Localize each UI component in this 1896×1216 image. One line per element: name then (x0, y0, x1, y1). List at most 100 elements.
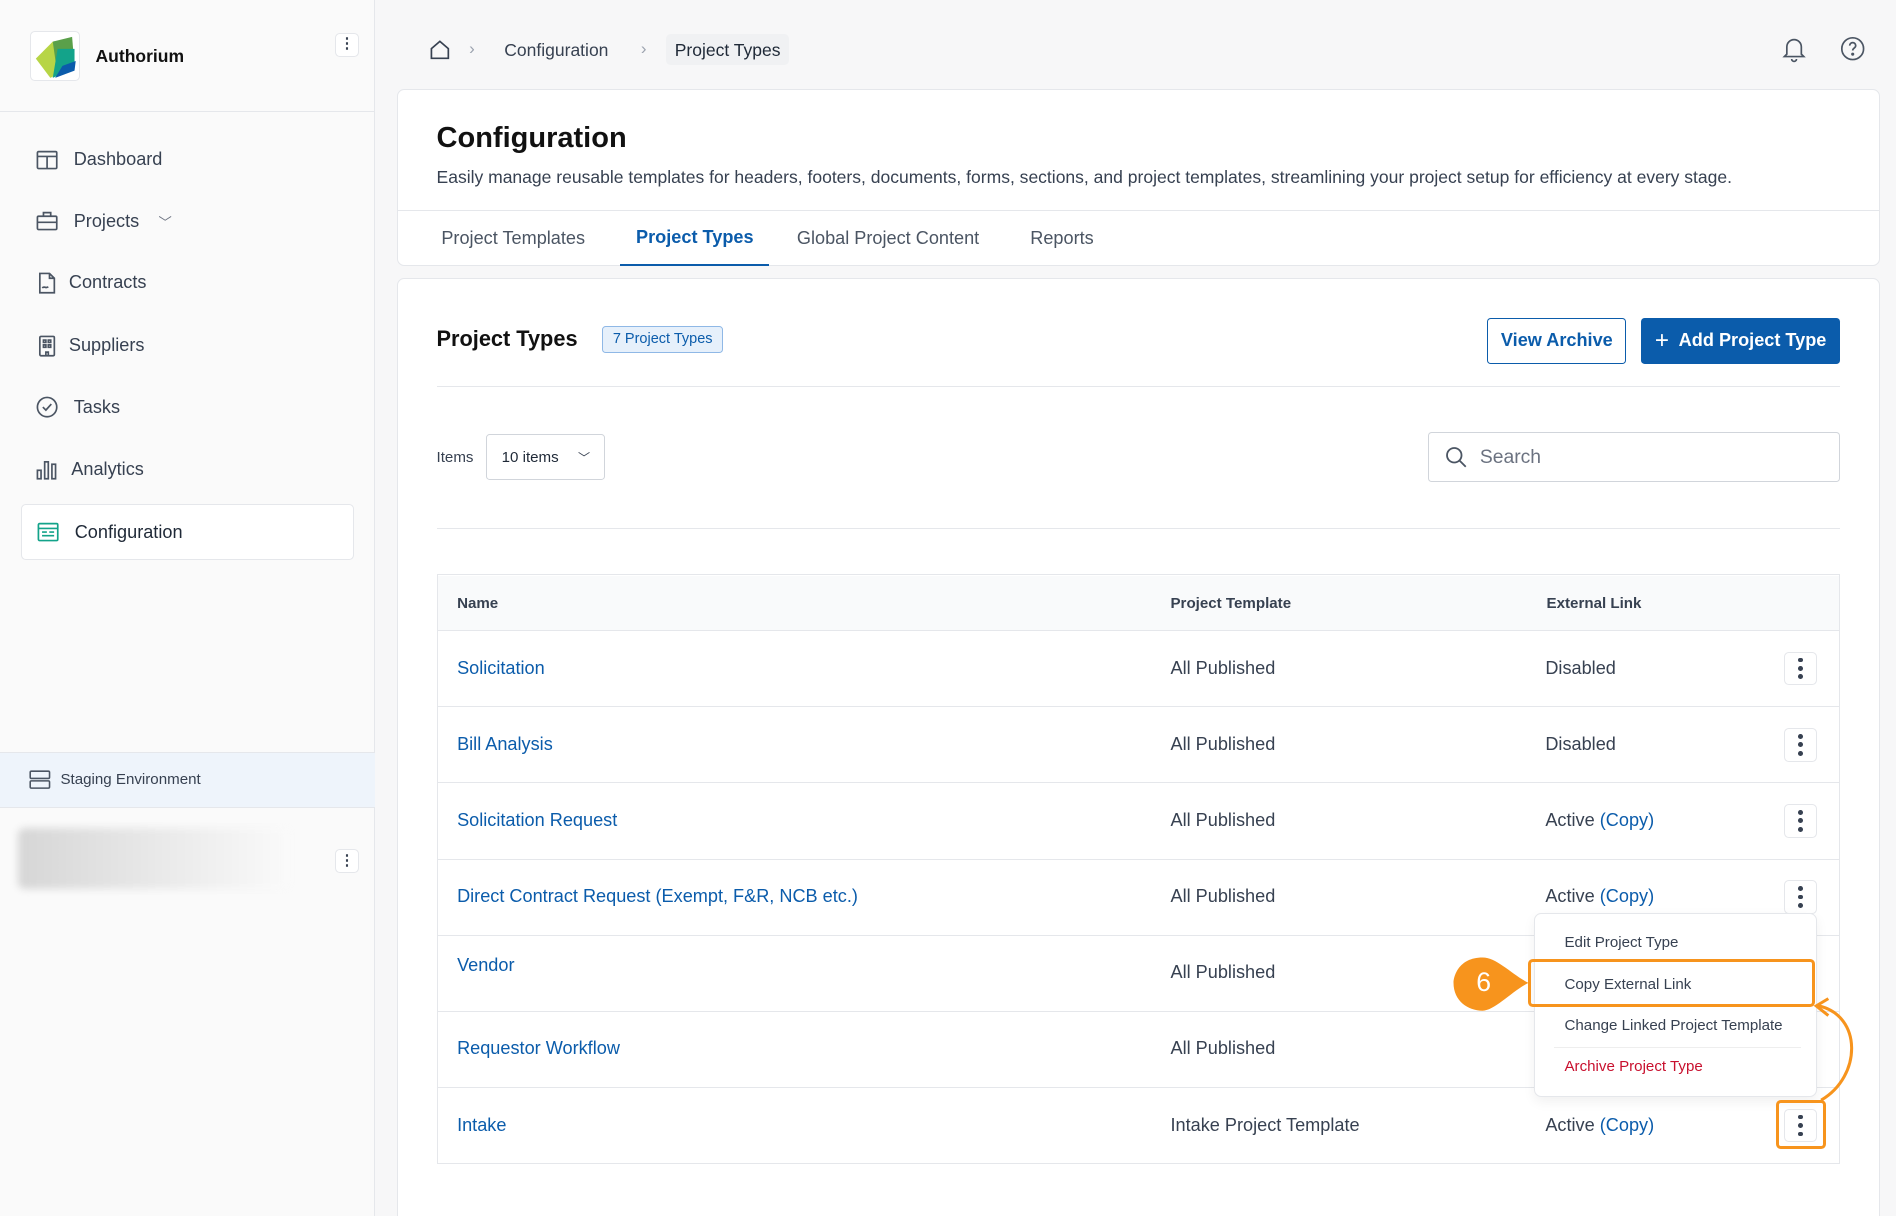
row-actions-button[interactable] (1783, 1108, 1818, 1143)
items-label: Items (436, 448, 474, 466)
row-actions-button[interactable] (1783, 803, 1818, 838)
menu-item-change-template[interactable]: Change Linked Project Template (1564, 1016, 1783, 1034)
label: Add Project Type (1678, 330, 1827, 351)
help-icon[interactable] (1840, 36, 1865, 67)
table-row: Solicitation All Published Disabled (436, 629, 1840, 706)
count-badge: 7 Project Types (602, 326, 724, 354)
value: 10 items (501, 448, 559, 466)
tab-global-project-content[interactable]: Global Project Content (796, 227, 980, 248)
bar-chart-icon (36, 461, 57, 480)
row-actions-button[interactable] (1783, 651, 1818, 686)
kebab-icon (1798, 733, 1803, 756)
copy-link[interactable]: (Copy) (1599, 809, 1655, 830)
row-actions-button[interactable] (1783, 880, 1818, 914)
divider (396, 210, 1881, 212)
project-type-link[interactable]: Vendor (457, 955, 515, 976)
layout-icon (36, 150, 58, 169)
sidebar-item-analytics[interactable]: Analytics (21, 441, 355, 497)
document-icon (39, 272, 56, 294)
environment-label: Staging Environment (60, 771, 201, 789)
column-project-template: Project Template (1170, 594, 1292, 612)
kebab-icon (1798, 1114, 1803, 1137)
plus-icon: + (1654, 326, 1669, 354)
home-icon[interactable] (429, 39, 451, 67)
logo (30, 31, 80, 81)
items-select[interactable]: 10 items ﹀ (486, 434, 605, 481)
chevron-down-icon: ﹀ (578, 450, 591, 465)
sidebar-item-configuration[interactable]: Configuration (20, 504, 355, 560)
label: Tasks (73, 396, 121, 417)
project-type-link[interactable]: Direct Contract Request (Exempt, F&R, NC… (457, 886, 858, 907)
external-link-status: Disabled (1545, 734, 1616, 755)
environment-banner: Staging Environment (0, 752, 375, 808)
server-icon (29, 770, 51, 790)
column-name: Name (457, 594, 499, 612)
project-type-link[interactable]: Requestor Workflow (457, 1038, 620, 1059)
project-type-link[interactable]: Solicitation (457, 657, 545, 678)
sidebar-item-tasks[interactable]: Tasks (21, 380, 355, 436)
label: Projects (73, 210, 140, 231)
search-icon (1445, 447, 1466, 468)
user-profile[interactable] (18, 828, 291, 889)
external-link-status: Active (Copy) (1545, 1115, 1654, 1136)
row-actions-button[interactable] (1783, 727, 1818, 762)
table-row: Direct Contract Request (Exempt, F&R, NC… (436, 858, 1840, 935)
project-template: All Published (1170, 657, 1276, 678)
status: Active (1545, 886, 1595, 907)
project-type-link[interactable]: Intake (457, 1114, 507, 1135)
breadcrumb-configuration[interactable]: Configuration (504, 39, 609, 60)
sidebar-item-dashboard[interactable]: Dashboard (21, 132, 355, 188)
kebab-icon (1798, 657, 1803, 680)
sidebar-item-projects[interactable]: Projects ﹀ (21, 193, 355, 249)
table-row: Intake Intake Project Template Active (Co… (436, 1087, 1840, 1163)
section-title: Project Types (436, 326, 578, 352)
external-link-status: Disabled (1545, 658, 1616, 679)
project-type-link[interactable]: Solicitation Request (457, 809, 618, 830)
view-archive-button[interactable]: View Archive (1487, 318, 1627, 364)
divider (0, 111, 375, 113)
status: Disabled (1545, 657, 1616, 678)
copy-link[interactable]: (Copy) (1599, 886, 1655, 907)
menu-item-archive[interactable]: Archive Project Type (1564, 1057, 1703, 1075)
project-types-table (436, 574, 1841, 1165)
status: Active (1545, 1114, 1595, 1135)
highlight-box (1528, 958, 1815, 1008)
sidebar-menu-button[interactable]: ⋮ (334, 32, 360, 57)
search-placeholder: Search (1479, 445, 1542, 468)
menu-divider (1553, 1046, 1802, 1048)
copy-link[interactable]: (Copy) (1599, 1114, 1655, 1135)
divider (436, 385, 1841, 387)
project-template: Intake Project Template (1170, 1114, 1360, 1135)
project-template: All Published (1170, 962, 1276, 983)
label: Suppliers (68, 335, 145, 356)
table-row: Solicitation Request All Published Active… (436, 782, 1840, 858)
sidebar-item-contracts[interactable]: Contracts (21, 255, 355, 311)
sidebar-item-suppliers[interactable]: Suppliers (21, 318, 355, 374)
page-subtitle: Easily manage reusable templates for hea… (436, 166, 1733, 187)
chevron-right-icon: › (469, 38, 475, 58)
app-name: Authorium (95, 45, 185, 66)
building-icon (39, 335, 56, 357)
user-menu-button[interactable]: ⋮ (334, 848, 360, 874)
tab-project-types[interactable]: Project Types (620, 210, 770, 266)
tab-project-templates[interactable]: Project Templates (441, 227, 586, 248)
project-template: All Published (1170, 886, 1276, 907)
check-circle-icon (36, 396, 58, 419)
tab-reports[interactable]: Reports (1030, 227, 1094, 248)
add-project-type-button[interactable]: + Add Project Type (1640, 318, 1841, 364)
project-template: All Published (1170, 733, 1276, 754)
project-template: All Published (1170, 809, 1276, 830)
menu-item-copy-external-link[interactable]: Copy External Link (1564, 975, 1692, 993)
status: Active (1545, 809, 1595, 830)
sidebar: Authorium ⋮ Dashboard Projects ﹀ Contract… (0, 0, 375, 1216)
kebab-icon (1798, 886, 1803, 908)
menu-item-edit[interactable]: Edit Project Type (1564, 934, 1679, 952)
status: Disabled (1545, 733, 1616, 754)
chevron-right-icon: › (640, 38, 647, 58)
search-input[interactable]: Search (1428, 431, 1841, 483)
highlight-kebab (1776, 1100, 1826, 1149)
page-title: Configuration (436, 122, 627, 155)
project-type-link[interactable]: Bill Analysis (457, 733, 553, 754)
kebab-icon (1798, 809, 1803, 832)
bell-icon[interactable] (1782, 36, 1807, 69)
